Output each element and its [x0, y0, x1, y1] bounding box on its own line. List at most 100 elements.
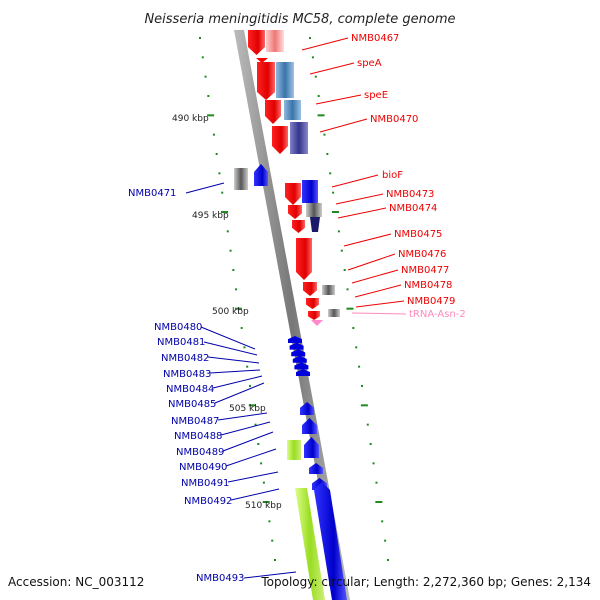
gene-label-spea[interactable]: speA: [357, 58, 382, 69]
feature-block-nmb0479[interactable]: [328, 309, 340, 317]
gene-block-nmb0488[interactable]: [302, 418, 317, 434]
leader-line: [225, 448, 277, 467]
gene-block-small[interactable]: [256, 58, 268, 63]
feature-block-spea[interactable]: [276, 62, 294, 98]
gene-label-nmb0485[interactable]: NMB0485: [168, 399, 216, 410]
gene-label-nmb0488[interactable]: NMB0488: [174, 431, 222, 442]
feature-blocks: [234, 30, 347, 600]
tick-mark: [199, 37, 201, 39]
gene-label-nmb0480[interactable]: NMB0480: [154, 322, 202, 333]
gene-block-nmb0471[interactable]: [254, 164, 268, 186]
tick-mark: [309, 37, 311, 39]
scale-label-500: 500 kbp: [212, 307, 249, 317]
feature-block-spee[interactable]: [284, 100, 301, 120]
leader-line: [301, 37, 349, 51]
leader-line: [355, 300, 405, 308]
gene-label-nmb0471[interactable]: NMB0471: [128, 188, 176, 199]
scale-label-510: 510 kbp: [245, 501, 282, 511]
gene-block-nmb0487[interactable]: [300, 402, 314, 415]
feature-block-nmb0489[interactable]: [287, 440, 301, 460]
tick-mark: [234, 307, 242, 310]
scale-labels: 490 kbp 495 kbp 500 kbp 505 kbp 510 kbp: [172, 114, 282, 511]
gene-block-nmb0489[interactable]: [304, 437, 319, 458]
gene-block-nmb0493[interactable]: [314, 482, 347, 600]
gene-label-nmb0492[interactable]: NMB0492: [184, 496, 232, 507]
gene-block-biof[interactable]: [285, 183, 301, 205]
gene-block-nmb0475[interactable]: [296, 238, 312, 280]
tick-mark: [221, 211, 228, 213]
gene-block-nmb0490[interactable]: [309, 463, 323, 474]
tick-mark: [381, 520, 384, 523]
gene-label-nmb0470[interactable]: NMB0470: [370, 114, 418, 125]
tick-mark: [358, 365, 361, 368]
gene-label-nmb0487[interactable]: NMB0487: [171, 416, 219, 427]
forward-gene-labels: NMB0467 speA speE NMB0470 bioF NMB0473 N…: [351, 33, 466, 320]
gene-block-nmb0477[interactable]: [303, 282, 317, 296]
feature-block-nmb0474[interactable]: [310, 217, 320, 232]
gene-label-nmb0475[interactable]: NMB0475: [394, 229, 442, 240]
scale-label-490: 490 kbp: [172, 114, 209, 124]
gene-label-biof[interactable]: bioF: [382, 170, 403, 181]
gene-block-reverse[interactable]: [288, 336, 302, 343]
gene-label-nmb0491[interactable]: NMB0491: [181, 478, 229, 489]
gene-label-nmb0493[interactable]: NMB0493: [196, 573, 244, 584]
gene-label-nmb0478[interactable]: NMB0478: [404, 280, 452, 291]
gene-block-nmb0478[interactable]: [306, 298, 319, 309]
tick-mark: [332, 191, 335, 194]
gene-block-reverse[interactable]: [292, 355, 307, 363]
gene-label-nmb0484[interactable]: NMB0484: [166, 384, 214, 395]
leader-line: [351, 269, 399, 284]
gene-label-nmb0482[interactable]: NMB0482: [161, 353, 209, 364]
leader-line: [203, 341, 258, 356]
gene-block-reverse[interactable]: [289, 342, 304, 350]
feature-block-nmb0493[interactable]: [295, 488, 325, 600]
gene-label-trna-asn-2[interactable]: tRNA-Asn-2: [409, 309, 466, 320]
tick-mark: [215, 153, 218, 155]
gene-label-nmb0490[interactable]: NMB0490: [179, 462, 227, 473]
feature-block-nmb0477[interactable]: [322, 285, 335, 295]
tick-mark: [274, 559, 276, 561]
gene-block-nmb0473[interactable]: [288, 205, 302, 219]
tick-mark: [329, 172, 332, 175]
tick-mark: [240, 327, 243, 329]
gene-label-nmb0474[interactable]: NMB0474: [389, 203, 437, 214]
gene-label-nmb0476[interactable]: NMB0476: [398, 249, 446, 260]
feature-block-biof[interactable]: [302, 180, 318, 203]
tick-mark: [337, 230, 340, 233]
gene-label-nmb0467[interactable]: NMB0467: [351, 33, 399, 44]
gene-block-nmb0479[interactable]: [308, 311, 320, 320]
leader-line: [337, 207, 387, 219]
tick-mark: [326, 153, 329, 155]
scale-label-495: 495 kbp: [192, 211, 229, 221]
gene-label-spee[interactable]: speE: [364, 90, 388, 101]
tick-mark: [246, 365, 249, 368]
gene-label-nmb0481[interactable]: NMB0481: [157, 337, 205, 348]
tick-mark: [317, 95, 320, 97]
leader-line: [347, 253, 396, 271]
leader-line: [319, 118, 368, 133]
tick-mark: [346, 307, 354, 310]
leader-line: [220, 421, 271, 436]
gene-label-nmb0473[interactable]: NMB0473: [386, 189, 434, 200]
gene-block-nmb0470[interactable]: [272, 126, 288, 154]
gene-label-nmb0483[interactable]: NMB0483: [163, 369, 211, 380]
gene-block-reverse[interactable]: [291, 349, 306, 357]
gene-block-spea[interactable]: [257, 62, 275, 100]
gene-block-spee[interactable]: [265, 100, 281, 124]
gene-block-reverse[interactable]: [296, 369, 310, 376]
gene-label-nmb0479[interactable]: NMB0479: [407, 296, 455, 307]
gene-block-trna-asn-2[interactable]: [311, 320, 323, 326]
feature-block-nmb0471[interactable]: [234, 168, 248, 190]
reverse-gene-labels: NMB0471 NMB0480 NMB0481 NMB0482 NMB0483 …: [128, 188, 244, 584]
gene-block-nmb0474[interactable]: [292, 220, 305, 233]
leader-line: [335, 193, 384, 205]
leader-line: [331, 174, 379, 188]
leader-line: [185, 182, 225, 194]
gene-block-reverse[interactable]: [294, 362, 309, 370]
feature-block-nmb0467[interactable]: [266, 30, 284, 52]
gene-label-nmb0489[interactable]: NMB0489: [176, 447, 224, 458]
feature-block-nmb0473[interactable]: [306, 203, 322, 217]
feature-block-nmb0470[interactable]: [290, 122, 308, 154]
gene-block-nmb0467[interactable]: [248, 30, 265, 55]
gene-label-nmb0477[interactable]: NMB0477: [401, 265, 449, 276]
